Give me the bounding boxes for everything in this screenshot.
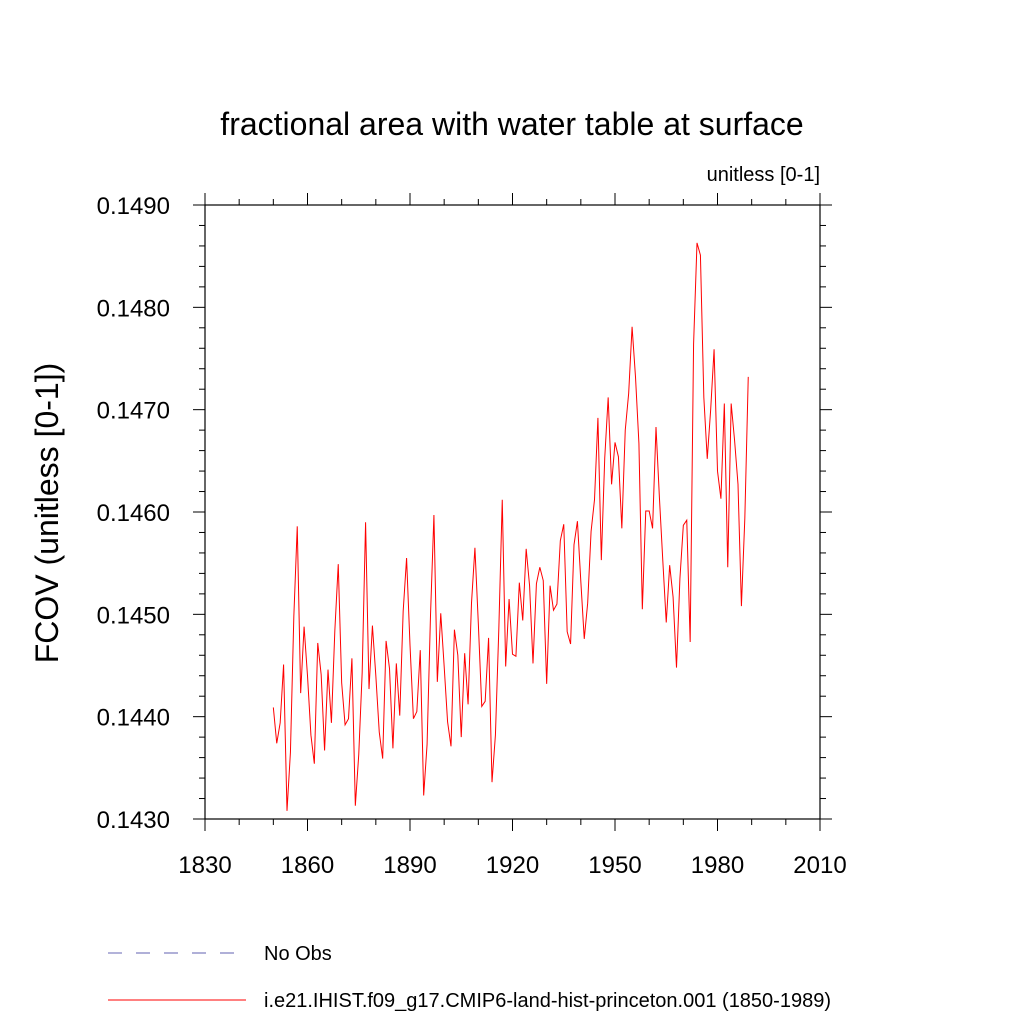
- y-axis-label: FCOV (unitless [0-1]): [29, 363, 65, 664]
- plot-frame: [204, 204, 821, 820]
- y-tick-label: 0.1460: [97, 500, 170, 527]
- y-tick-label: 0.1440: [97, 705, 170, 732]
- x-tick-label: 2010: [793, 852, 846, 879]
- x-tick-label: 1950: [588, 852, 641, 879]
- series-line-model: [272, 242, 749, 811]
- y-tick-label: 0.1450: [97, 602, 170, 629]
- x-tick-labels: 1830 1860 1890 1920 1950 1980 2010: [178, 852, 846, 879]
- x-tick-label: 1830: [178, 852, 231, 879]
- x-tick-label: 1980: [691, 852, 744, 879]
- axis-ticks: [193, 193, 832, 831]
- y-tick-labels: 0.1430 0.1440 0.1450 0.1460 0.1470 0.1480 0.14…: [97, 193, 170, 834]
- legend: No Obs i.e21.IHIST.f09_g17.CMIP6-land-hi…: [108, 943, 831, 1012]
- x-tick-label: 1920: [486, 852, 539, 879]
- chart-title: fractional area with water table at surf…: [220, 106, 803, 142]
- legend-label-model: i.e21.IHIST.f09_g17.CMIP6-land-hist-prin…: [264, 990, 831, 1012]
- legend-label-obs: No Obs: [264, 943, 332, 965]
- y-tick-label: 0.1470: [97, 398, 170, 425]
- x-tick-label: 1890: [383, 852, 436, 879]
- x-tick-label: 1860: [281, 852, 334, 879]
- y-tick-label: 0.1430: [97, 807, 170, 834]
- units-label: unitless [0-1]: [707, 164, 820, 186]
- y-tick-label: 0.1490: [97, 193, 170, 220]
- y-tick-label: 0.1480: [97, 295, 170, 322]
- series-group: [272, 242, 749, 811]
